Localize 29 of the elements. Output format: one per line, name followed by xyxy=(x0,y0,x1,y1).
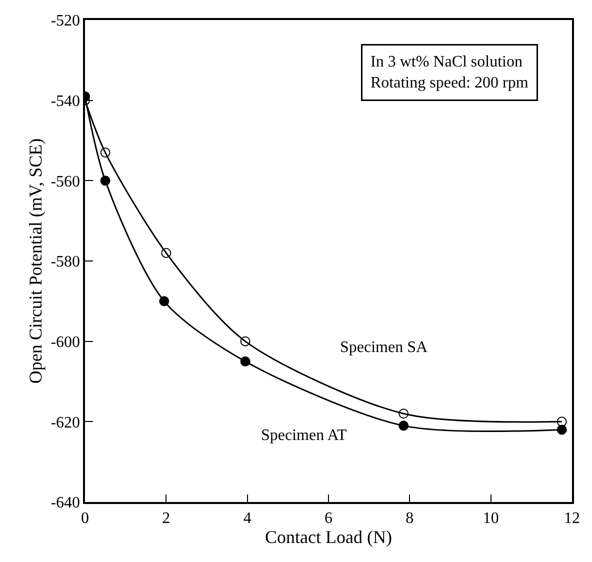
x-tick-label: 8 xyxy=(406,510,414,527)
y-tick-label: -520 xyxy=(50,12,80,30)
y-tick-label: -600 xyxy=(50,334,80,351)
y-axis-title: Open Circuit Potential (mV, SCE) xyxy=(25,138,46,384)
point xyxy=(398,420,409,431)
y-tick-label: -620 xyxy=(50,414,80,432)
point xyxy=(159,296,170,306)
annotation: In 3 wt% NaCl solution Rotating speed: 200 rpm xyxy=(370,54,529,92)
point xyxy=(100,176,110,186)
text: Specimen SA xyxy=(340,339,428,356)
x-tick-label: 10 xyxy=(482,510,499,527)
x-axis-title: Contact Load (N) xyxy=(265,526,392,547)
point xyxy=(240,356,250,366)
point xyxy=(100,148,110,158)
y-tick-label: -560 xyxy=(50,173,80,190)
y-tick-label: -540 xyxy=(50,92,80,110)
y-tick-label: -640 xyxy=(50,494,80,512)
point xyxy=(240,336,250,346)
point xyxy=(556,416,567,427)
x-tick-label: 2 xyxy=(162,510,170,527)
x-tick-label: 4 xyxy=(243,510,252,527)
x-tick-label: 12 xyxy=(564,510,580,527)
y-tick-label: -580 xyxy=(50,254,80,271)
point xyxy=(556,424,567,435)
point xyxy=(398,408,409,419)
series-label: Specimen AT xyxy=(261,427,347,444)
x-tick-label: 6 xyxy=(324,510,332,527)
point xyxy=(161,248,172,258)
x-tick-label: 0 xyxy=(81,510,89,527)
